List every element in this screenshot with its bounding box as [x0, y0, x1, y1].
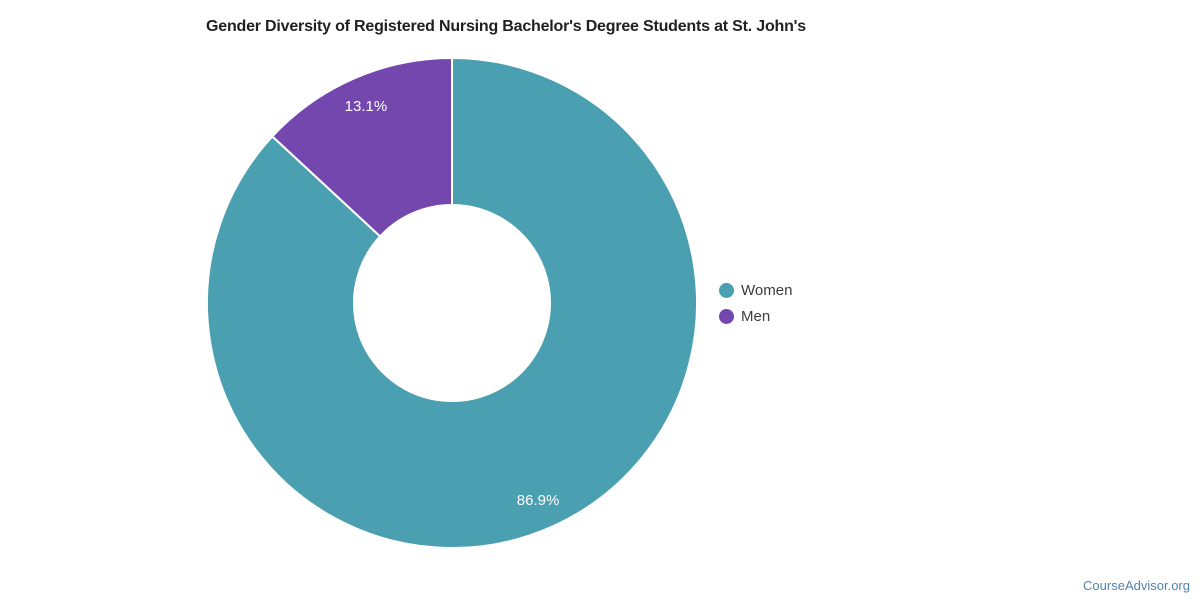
chart-legend: Women Men: [719, 279, 792, 327]
chart-title: Gender Diversity of Registered Nursing B…: [206, 18, 806, 35]
legend-swatch-men-icon: [719, 308, 734, 324]
pie-slice-women: [206, 56, 698, 549]
legend-swatch-women-icon: [719, 282, 734, 298]
legend-label-men: Men: [741, 307, 771, 325]
legend-item-men: Men: [719, 305, 792, 327]
legend-label-women: Women: [741, 281, 793, 299]
slice-label-men: 13.1%: [345, 98, 388, 115]
slice-label-women: 86.9%: [517, 492, 560, 509]
legend-item-women: Women: [719, 279, 792, 301]
pie-slice-men: [270, 56, 453, 238]
source-link[interactable]: CourseAdvisor.org: [1083, 578, 1190, 593]
